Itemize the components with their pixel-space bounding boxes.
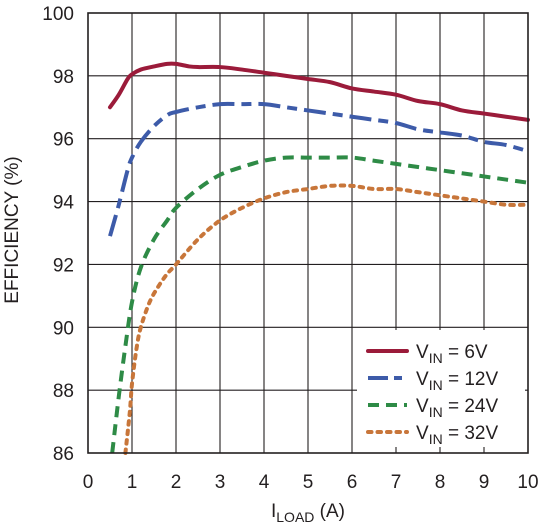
y-tick-label: 98 <box>53 67 74 88</box>
grid-layer <box>88 13 528 453</box>
legend-label-sub: IN <box>429 404 443 420</box>
x-tick-label: 5 <box>303 472 314 493</box>
series-layer <box>108 61 530 455</box>
legend-label-2: VIN = 12V <box>416 369 498 393</box>
y-tick-label: 92 <box>53 255 74 276</box>
y-tick-label: 90 <box>53 318 74 339</box>
legend-label-main: V <box>416 423 429 444</box>
series-line-1 <box>108 61 530 122</box>
y-tick-label: 88 <box>53 381 74 402</box>
x-axis-title-unit: (A) <box>314 501 345 522</box>
legend-label-sub: IN <box>429 431 443 447</box>
plot-frame <box>87 12 529 454</box>
x-tick-label: 2 <box>171 472 182 493</box>
x-tick-label: 9 <box>479 472 490 493</box>
x-tick-label: 3 <box>215 472 226 493</box>
x-tick-label: 8 <box>435 472 446 493</box>
legend-label-1: VIN = 6V <box>416 342 488 366</box>
legend-label-rest: = 32V <box>443 423 499 444</box>
x-tick-label: 10 <box>517 472 538 493</box>
y-tick-label: 94 <box>53 193 75 214</box>
y-tick-label: 100 <box>42 4 74 25</box>
x-tick-label: 1 <box>127 472 138 493</box>
series-line-3 <box>110 155 529 454</box>
x-tick-label: 7 <box>391 472 402 493</box>
legend-label-sub: IN <box>429 350 443 366</box>
y-tick-label: 96 <box>53 130 74 151</box>
x-axis-title-main: I <box>271 501 276 522</box>
legend-label-rest: = 6V <box>443 342 488 363</box>
legend-label-4: VIN = 32V <box>416 423 498 447</box>
x-tick-label: 6 <box>347 472 358 493</box>
legend-label-rest: = 24V <box>443 396 499 417</box>
legend-label-rest: = 12V <box>443 369 499 390</box>
x-tick-label: 4 <box>259 472 270 493</box>
y-axis-title: EFFICIENCY (%) <box>2 156 23 303</box>
x-axis-title: ILOAD (A) <box>271 501 345 524</box>
x-tick-label: 0 <box>83 472 94 493</box>
tick-labels: 0 1 2 3 4 5 6 7 8 9 10 86 88 90 92 94 96 98 100 <box>42 4 538 493</box>
series-line-4 <box>123 183 530 455</box>
legend-label-3: VIN = 24V <box>416 396 498 420</box>
legend-label-main: V <box>416 342 429 363</box>
legend-label-main: V <box>416 396 429 417</box>
y-tick-label: 86 <box>53 444 74 465</box>
x-axis-title-sub: LOAD <box>276 509 314 524</box>
legend-label-sub: IN <box>429 377 443 393</box>
series-line-2 <box>108 101 529 237</box>
legend-label-main: V <box>416 369 429 390</box>
